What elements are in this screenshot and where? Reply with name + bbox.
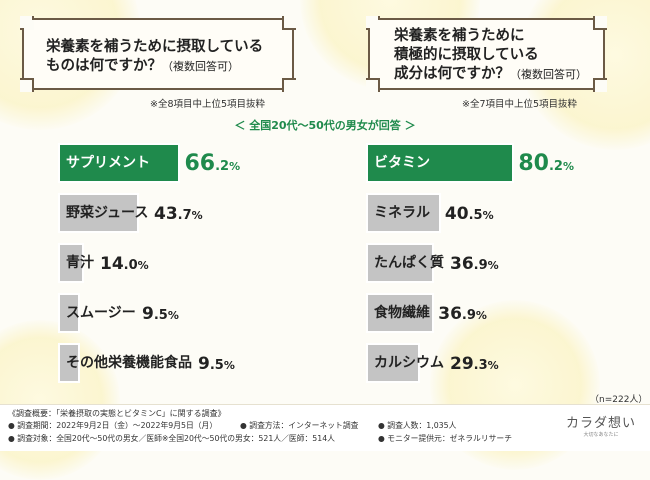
bar <box>366 143 515 183</box>
brand-tagline: 大切なあなたに <box>583 432 619 438</box>
bar <box>58 243 84 283</box>
category-label: その他栄養機能食品 <box>66 355 192 371</box>
bar-row: ビタミン 80.2% <box>366 143 626 183</box>
bar <box>366 193 441 233</box>
bar-row: サプリメント 66.2% <box>58 143 318 183</box>
right-note: ※全7項目中上位5項目抜粋 <box>462 99 578 110</box>
bar-row: 青汁 14.0% <box>58 243 318 283</box>
footer-period: ● 調査期間：2022年9月2日（金）〜2022年9月5日（月） <box>8 421 218 430</box>
right-question-box: 栄養素を補うために 積極的に摂取している 成分は何ですか？（複数回答可） <box>366 16 607 92</box>
left-bar-chart: サプリメント 66.2% 野菜ジュース 43.7% 青汁 14.0% スムージー 9.5% その… <box>58 143 318 388</box>
value-label: 43.7% <box>154 204 203 224</box>
bar-row: たんぱく質 36.9% <box>366 243 626 283</box>
bar-row: スムージー 9.5% <box>58 293 318 333</box>
value-label: 14.0% <box>100 254 149 274</box>
value-label: 9.5% <box>142 304 179 324</box>
bar-row: その他栄養機能食品 9.5% <box>58 343 318 383</box>
bar <box>58 193 139 233</box>
value-label: 40.5% <box>444 204 494 224</box>
category-label: サプリメント <box>66 155 150 171</box>
left-question-text: 栄養素を補うために摂取している ものは何ですか？（複数回答可） <box>46 38 264 74</box>
category-label: カルシウム <box>374 355 444 371</box>
bar <box>58 343 80 383</box>
right-question-text: 栄養素を補うために 積極的に摂取している 成分は何ですか？（複数回答可） <box>394 27 587 82</box>
bar-row: ミネラル 40.5% <box>366 193 626 233</box>
bar <box>366 343 421 383</box>
left-note: ※全8項目中上位5項目抜粋 <box>150 99 266 110</box>
category-label: たんぱく質 <box>374 255 444 271</box>
footer-title: 《調査概要：「栄養摂取の実態とビタミンC」に関する調査》 <box>8 409 226 418</box>
category-label: 野菜ジュース <box>66 205 149 221</box>
brand-name: カラダ想い <box>566 416 637 431</box>
category-label: ミネラル <box>374 205 430 221</box>
value-label: 36.9% <box>438 304 487 324</box>
brand-logo: カラダ想い 大切なあなたに <box>566 412 636 438</box>
bar-row: 食物繊維 36.9% <box>366 293 626 333</box>
left-question-box: 栄養素を補うために摂取している ものは何ですか？（複数回答可） <box>20 16 296 92</box>
footer-provider: ● モニター提供元：ゼネラルリサーチ <box>378 434 513 443</box>
right-bar-chart: ビタミン 80.2% ミネラル 40.5% たんぱく質 36.9% 食物繊維 36.9% カルシ… <box>366 143 626 388</box>
category-label: 食物繊維 <box>374 305 430 321</box>
category-label: 青汁 <box>66 255 94 271</box>
bar-row: カルシウム 29.3% <box>366 343 626 383</box>
bar <box>366 243 435 283</box>
footer-count: ● 調査人数：1,035人 <box>378 421 457 430</box>
footer-method: ● 調査方法：インターネット調査 <box>240 421 359 430</box>
value-label: 9.5% <box>198 354 235 374</box>
bar-row: 野菜ジュース 43.7% <box>58 193 318 233</box>
category-label: ビタミン <box>374 155 430 171</box>
bar <box>58 293 80 333</box>
survey-footer: 《調査概要：「栄養摂取の実態とビタミンC」に関する調査》 ● 調査期間：2022… <box>0 404 650 451</box>
value-label: 36.9% <box>450 254 499 274</box>
category-label: スムージー <box>66 305 136 321</box>
sample-size: （n=222人） <box>590 395 648 405</box>
value-label: 80.2% <box>518 151 574 176</box>
bar <box>366 293 435 333</box>
bar <box>58 143 181 183</box>
value-label: 29.3% <box>450 354 499 374</box>
respondent-subtitle: ＜ 全国20代〜50代の男女が回答 ＞ <box>234 119 416 132</box>
value-label: 66.2% <box>184 151 241 176</box>
footer-target: ● 調査対象：全国20代〜50代の男女／医師※全国20代〜50代の男女：521人… <box>8 434 335 443</box>
